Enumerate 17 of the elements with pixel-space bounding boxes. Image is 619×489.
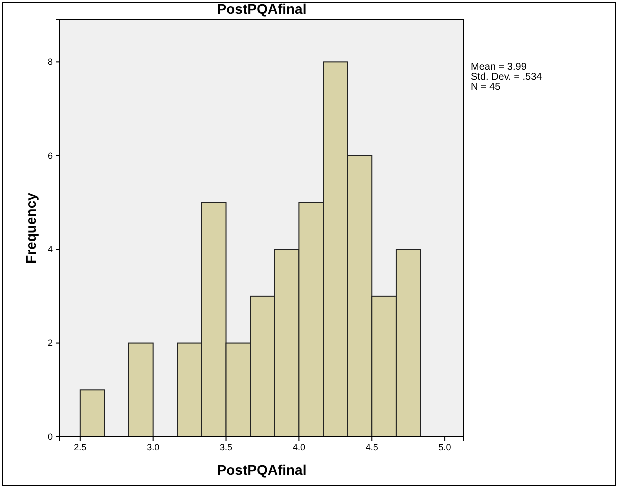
chart-title: PostPQAfinal	[217, 1, 307, 17]
y-tick-label: 6	[48, 150, 53, 161]
x-tick-label: 2.5	[74, 442, 87, 452]
y-tick-label: 0	[48, 432, 53, 442]
x-tick-label: 3.0	[147, 442, 160, 452]
x-axis-title: PostPQAfinal	[217, 462, 307, 478]
x-tick-label: 4.5	[366, 442, 378, 452]
text: Mean = 3.99	[471, 62, 528, 73]
x-tick-label: 3.5	[220, 442, 233, 452]
y-tick-label: 2	[48, 338, 53, 348]
y-axis-title: Frequency	[23, 192, 39, 264]
text: Std. Dev. = .534	[471, 72, 543, 83]
y-tick-label: 4	[48, 244, 53, 254]
x-tick-label: 4.0	[292, 442, 306, 452]
x-tick-label: 5.0	[438, 442, 452, 452]
y-tick-label: 8	[48, 57, 53, 68]
text: N = 45	[471, 82, 502, 93]
